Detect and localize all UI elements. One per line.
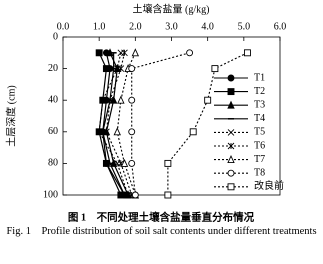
marker: [164, 191, 172, 199]
legend-marker: [227, 74, 235, 82]
marker: [120, 158, 129, 167]
legend-marker: [227, 155, 235, 164]
marker: [131, 191, 139, 199]
legend-marker: [227, 100, 235, 109]
marker: [113, 127, 121, 136]
legend-marker: [227, 129, 235, 136]
y-tick-label: 20: [48, 63, 58, 74]
x-tick-label: 4.0: [201, 21, 214, 32]
x-tick-label: 5.0: [238, 21, 251, 32]
x-tick-label: 0.0: [57, 21, 70, 32]
legend-marker: [227, 169, 235, 177]
marker: [103, 128, 110, 136]
marker: [117, 95, 125, 104]
series-line: [116, 52, 136, 196]
caption-en-box: Fig. 1 Profile distribution of soil salt…: [6, 226, 317, 237]
legend-marker: [227, 88, 235, 96]
marker: [121, 49, 128, 57]
marker: [131, 48, 140, 57]
x-tick-label: 2.0: [129, 21, 142, 32]
marker: [128, 65, 136, 73]
marker: [102, 65, 110, 73]
x-tick-label: 3.0: [165, 21, 178, 32]
legend-label: T8: [254, 167, 265, 178]
caption-cn: 图 1 不同处理土壤含盐量垂直分布情况: [68, 210, 255, 223]
series-line: [102, 52, 126, 196]
legend-label: 改良前: [254, 179, 284, 192]
legend-label: T5: [254, 127, 265, 138]
marker: [106, 96, 114, 104]
series-line: [167, 52, 248, 195]
x-tick-label: 1.0: [93, 21, 106, 32]
x-axis-label: 土壤含盐量 (g/kg): [133, 2, 210, 15]
y-tick-label: 80: [48, 158, 58, 169]
x-tick-label: 6.0: [274, 21, 287, 32]
legend-marker: [227, 142, 235, 150]
y-tick-label: 40: [48, 94, 58, 105]
legend-label: T3: [254, 99, 265, 110]
caption-en: Fig. 1 Profile distribution of soil salt…: [6, 226, 317, 237]
series-line: [131, 52, 190, 196]
marker: [211, 65, 219, 73]
legend-label: T2: [254, 86, 265, 97]
marker: [128, 159, 136, 167]
marker: [99, 96, 107, 104]
legend-marker: [227, 183, 235, 191]
marker: [128, 96, 136, 104]
series-line: [105, 52, 133, 196]
y-tick-label: 60: [48, 126, 58, 137]
plot-frame: [62, 36, 281, 196]
legend-label: T1: [254, 72, 265, 83]
y-axis-label: 土层深度 (cm): [4, 85, 17, 146]
marker: [204, 96, 212, 104]
legend-label: T7: [254, 154, 265, 165]
marker: [95, 49, 103, 57]
marker: [117, 65, 125, 72]
marker: [186, 49, 194, 57]
y-tick-label: 0: [53, 31, 58, 42]
marker: [243, 49, 251, 57]
marker: [164, 159, 172, 167]
y-tick-label: 100: [43, 189, 58, 200]
marker: [189, 128, 197, 136]
marker: [95, 128, 103, 136]
legend-label: T6: [254, 140, 265, 151]
series-line: [105, 52, 129, 196]
legend-label: T4: [254, 113, 265, 124]
marker: [128, 128, 136, 136]
